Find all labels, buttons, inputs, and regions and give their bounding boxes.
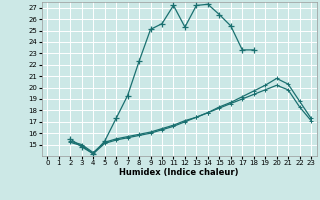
X-axis label: Humidex (Indice chaleur): Humidex (Indice chaleur)	[119, 168, 239, 177]
